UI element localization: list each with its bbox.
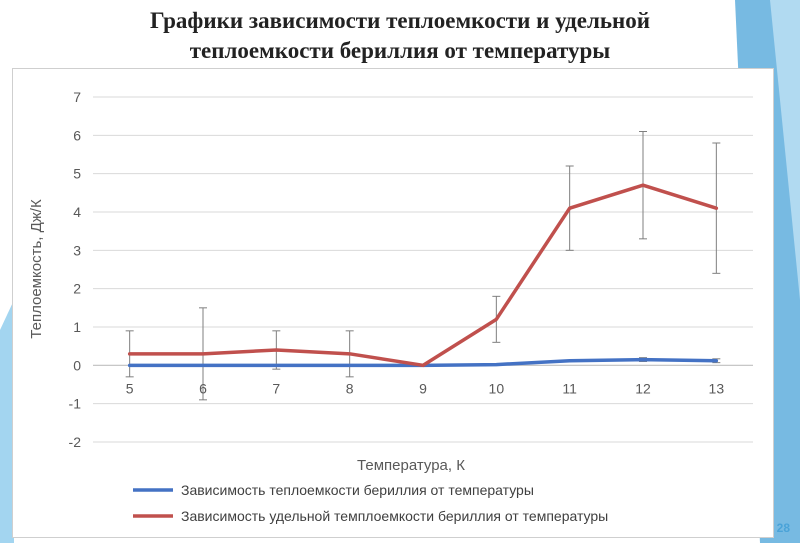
chart-frame: -2 -1 0 1 2 3 4 5 6 7 5 6 7 8 9 10 11 12 13 Температура, … — [12, 68, 774, 538]
decor-shape-left — [0, 300, 14, 543]
x-tick-label: 9 — [419, 380, 427, 396]
y-tick-label: -2 — [69, 434, 82, 450]
y-tick-label: 3 — [73, 242, 81, 258]
y-axis-label: Теплоемкость, Дж/К — [28, 199, 45, 339]
slide-title-line-2: теплоемкости бериллия от температуры — [189, 38, 611, 63]
x-tick-labels: 5 6 7 8 9 10 11 12 13 — [126, 380, 725, 396]
x-tick-label: 10 — [489, 380, 505, 396]
x-tick-label: 13 — [709, 380, 725, 396]
y-tick-label: 4 — [73, 204, 81, 220]
legend-label-2: Зависимость удельной темплоемкости берил… — [181, 508, 608, 524]
x-tick-label: 8 — [346, 380, 354, 396]
page-number: 28 — [776, 521, 790, 535]
slide-title: Графики зависимости теплоемкости и удель… — [0, 6, 800, 66]
series-layer — [127, 183, 719, 368]
y-tick-label: 1 — [73, 319, 81, 335]
y-tick-label: 5 — [73, 166, 81, 182]
y-tick-label: 6 — [73, 127, 81, 143]
series-line-2 — [127, 183, 719, 368]
decor-shape-right-light — [770, 0, 800, 300]
y-tick-labels: -2 -1 0 1 2 3 4 5 6 7 — [69, 89, 82, 450]
x-tick-label: 11 — [562, 380, 577, 396]
slide-title-line-1: Графики зависимости теплоемкости и удель… — [149, 8, 651, 33]
x-tick-label: 7 — [272, 380, 280, 396]
x-tick-label: 5 — [126, 380, 134, 396]
y-tick-label: 2 — [73, 281, 81, 297]
legend-label-1: Зависимость теплоемкости бериллия от тем… — [181, 482, 534, 498]
y-tick-label: -1 — [69, 396, 82, 412]
x-axis-label: Температура, К — [357, 457, 465, 474]
y-tick-label: 0 — [73, 357, 81, 373]
x-tick-label: 12 — [635, 380, 651, 396]
x-tick-label: 6 — [199, 380, 207, 396]
y-tick-label: 7 — [73, 89, 81, 105]
legend: Зависимость теплоемкости бериллия от тем… — [133, 482, 608, 524]
